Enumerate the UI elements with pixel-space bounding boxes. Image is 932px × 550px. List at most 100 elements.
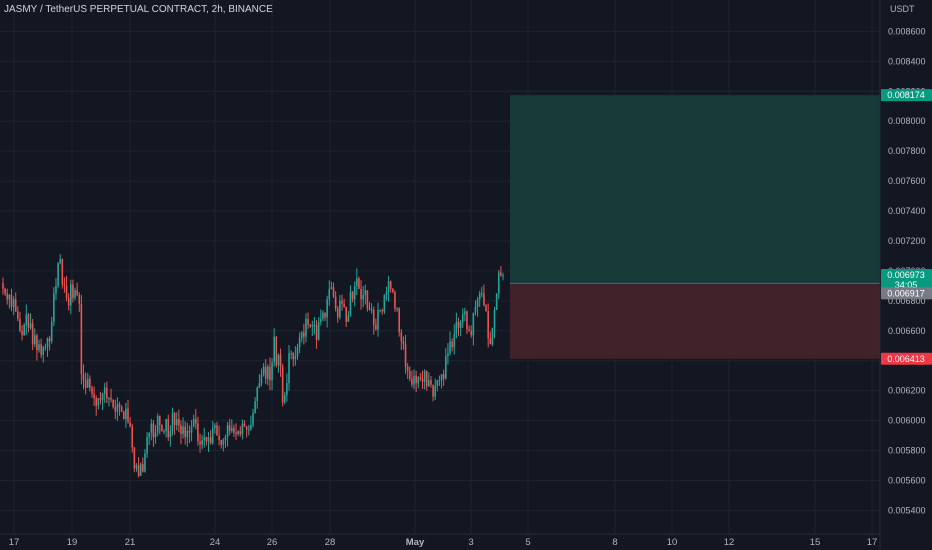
candle-body — [417, 377, 420, 384]
candle-body — [161, 425, 163, 432]
candle-body — [381, 309, 384, 312]
candle-body — [194, 419, 197, 424]
candle-body — [82, 374, 85, 381]
candle-body — [296, 347, 299, 357]
candle-body — [78, 294, 81, 304]
candle-body — [334, 296, 337, 309]
candle-body — [495, 293, 498, 310]
candle-body — [228, 425, 231, 432]
candle-body — [368, 308, 371, 310]
candle-body — [341, 300, 343, 304]
candle-body — [326, 299, 328, 318]
candle-body — [46, 338, 49, 348]
candle-body — [182, 426, 184, 435]
chart-title: JASMY / TetherUS PERPETUAL CONTRACT, 2h,… — [4, 4, 273, 15]
candle-body — [398, 308, 400, 333]
price-tick-label: 0.006000 — [888, 416, 926, 426]
candle-body — [470, 330, 473, 336]
candle-body — [33, 335, 36, 345]
candle-body — [406, 366, 409, 372]
candle-body — [17, 311, 19, 319]
candle-body — [332, 287, 335, 297]
candle-body — [252, 413, 254, 426]
price-tick-label: 0.005800 — [888, 446, 926, 456]
candle-body — [61, 258, 64, 285]
price-axis-currency: USDT — [890, 4, 915, 14]
candle-body — [415, 375, 417, 384]
candle-body — [148, 432, 150, 438]
candle-body — [122, 411, 125, 420]
candle-body — [353, 285, 356, 300]
candle-body — [65, 285, 68, 298]
candle-body — [425, 371, 428, 387]
candle-body — [167, 419, 170, 438]
candle-body — [345, 306, 348, 322]
long-position-zones[interactable] — [510, 95, 880, 359]
profit-zone[interactable] — [510, 95, 880, 284]
candle-body — [38, 344, 40, 351]
candle-body — [375, 324, 377, 330]
candle-body — [468, 329, 470, 331]
candle-body — [29, 323, 32, 328]
time-tick-label: 19 — [67, 537, 78, 548]
candle-body — [324, 312, 326, 318]
candle-body — [220, 440, 223, 445]
candle-body — [254, 401, 256, 414]
candle-body — [262, 366, 265, 375]
candle-body — [76, 290, 78, 295]
candle-body — [436, 380, 439, 387]
candle-body — [400, 332, 403, 342]
candlestick-series — [2, 254, 504, 478]
candle-body — [305, 318, 307, 337]
candle-body — [116, 404, 119, 412]
candle-body — [267, 366, 269, 379]
candle-body — [188, 431, 191, 433]
candle-body — [173, 413, 176, 426]
candle-body — [294, 356, 297, 360]
candle-body — [118, 404, 121, 408]
candle-body — [101, 393, 104, 400]
price-tick-label: 0.007600 — [888, 176, 926, 186]
entry-price-label-text: 0.006917 — [887, 288, 925, 298]
candle-body — [347, 315, 350, 322]
candle-body — [300, 332, 303, 339]
candle-body — [311, 324, 314, 327]
candle-body — [502, 275, 504, 277]
time-axis[interactable]: 17 19 21 24 26 28 May 3 5 8 10 12 15 17 — [9, 537, 878, 548]
last-price-label-text: 34:05 — [895, 280, 918, 290]
candle-body — [8, 294, 11, 300]
candle-body — [2, 282, 4, 289]
candle-body — [336, 308, 339, 318]
target-price-label: 0.008174 — [881, 89, 932, 102]
candle-body — [10, 294, 13, 307]
candle-body — [250, 425, 252, 430]
loss-zone[interactable] — [510, 283, 880, 359]
candle-body — [154, 432, 157, 438]
time-tick-label: 10 — [667, 537, 678, 548]
candle-body — [214, 425, 216, 429]
candle-body — [317, 321, 320, 340]
candle-body — [288, 353, 290, 384]
candle-body — [459, 321, 462, 328]
candle-body — [481, 293, 483, 295]
candle-body — [264, 366, 267, 379]
candle-body — [199, 441, 201, 445]
candle-body — [419, 377, 422, 379]
candle-body — [110, 398, 112, 400]
candle-body — [180, 425, 182, 435]
price-tick-label: 0.007400 — [888, 206, 926, 216]
candle-body — [23, 324, 25, 336]
candle-body — [44, 347, 47, 349]
candle-body — [93, 393, 95, 399]
entry-price-label: 0.006917 — [881, 287, 932, 300]
candle-body — [271, 362, 273, 381]
candle-body — [307, 318, 309, 325]
candle-body — [207, 437, 210, 442]
price-tick-label: 0.007800 — [888, 146, 926, 156]
candle-body — [211, 428, 214, 444]
candle-body — [290, 353, 292, 355]
candle-body — [203, 437, 206, 441]
candle-body — [411, 378, 413, 385]
